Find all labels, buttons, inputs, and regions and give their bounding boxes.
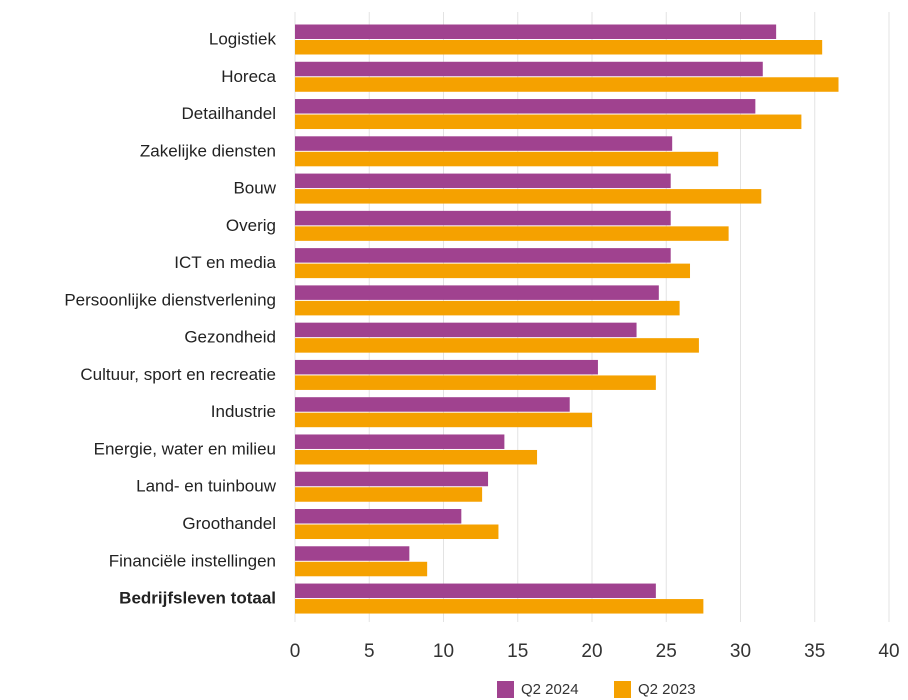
bar [295, 226, 729, 241]
y-tick-label: ICT en media [174, 253, 276, 272]
y-tick-label: Logistiek [209, 29, 277, 48]
bar [295, 300, 680, 316]
bar [295, 248, 671, 263]
y-tick-label: Energie, water en milieu [94, 439, 276, 458]
x-tick-label: 10 [433, 641, 454, 662]
y-tick-label: Industrie [211, 402, 276, 421]
legend-swatch [497, 681, 514, 698]
bar [295, 99, 756, 114]
y-tick-label: Groothandel [182, 514, 276, 533]
y-tick-label: Zakelijke diensten [140, 141, 276, 160]
bar [295, 397, 570, 412]
y-tick-label: Detailhandel [181, 104, 276, 123]
bar [295, 359, 598, 375]
legend-label: Q2 2023 [638, 681, 696, 698]
x-tick-label: 40 [878, 641, 899, 662]
bar [295, 285, 659, 300]
bar [295, 412, 592, 428]
y-tick-label: Persoonlijke dienstverlening [64, 290, 276, 309]
bar [295, 546, 410, 561]
y-tick-label: Land- en tuinbouw [136, 477, 277, 496]
legend-swatch [614, 681, 631, 698]
bar [295, 583, 656, 599]
bar [295, 322, 637, 338]
x-tick-label: 30 [730, 641, 751, 662]
bar [295, 471, 489, 487]
y-tick-label: Gezondheid [184, 328, 276, 347]
x-tick-label: 20 [581, 641, 602, 662]
bar [295, 173, 671, 189]
y-tick-label: Cultuur, sport en recreatie [80, 365, 276, 384]
bar [295, 24, 777, 39]
x-tick-label: 35 [804, 641, 825, 662]
bar [295, 77, 839, 92]
bar [295, 114, 802, 130]
bar [295, 61, 763, 77]
legend-label: Q2 2024 [521, 681, 579, 698]
bar [295, 151, 719, 167]
x-tick-label: 25 [656, 641, 677, 662]
bar [295, 487, 483, 502]
bar [295, 434, 505, 449]
bar [295, 524, 499, 540]
bar [295, 449, 538, 465]
x-tick-label: 15 [507, 641, 528, 662]
bar [295, 561, 428, 577]
y-tick-label: Bouw [233, 179, 276, 198]
y-tick-label: Financiële instellingen [109, 551, 276, 570]
bar [295, 375, 656, 390]
x-tick-label: 5 [364, 641, 375, 662]
y-tick-label: Bedrijfsleven totaal [119, 589, 276, 608]
bar [295, 136, 673, 151]
bar [295, 210, 671, 226]
bar [295, 263, 691, 279]
bar [295, 338, 699, 353]
y-tick-label: Overig [226, 216, 276, 235]
bar [295, 599, 704, 614]
bar [295, 40, 823, 55]
bar [295, 509, 462, 524]
x-tick-label: 0 [290, 641, 301, 662]
bar [295, 189, 762, 204]
y-tick-label: Horeca [221, 67, 276, 86]
